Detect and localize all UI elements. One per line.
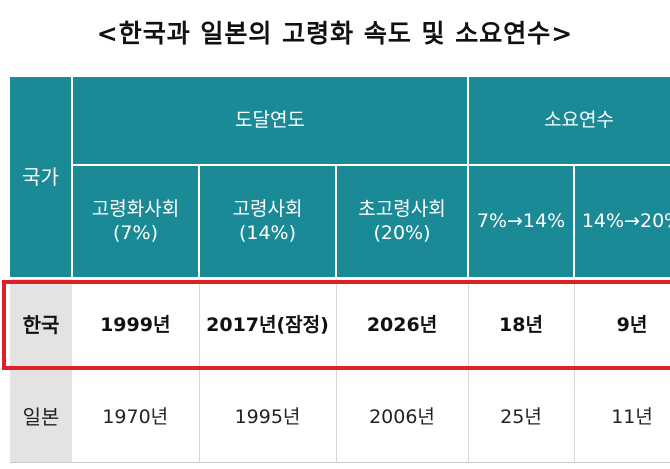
japan-super-aged-year: 2006년 xyxy=(336,368,469,463)
header-aged-society-label: 고령사회 xyxy=(232,197,303,220)
row-label-korea: 한국 xyxy=(10,278,72,369)
header-aging-society-label: 고령화사회 xyxy=(91,197,180,220)
header-aging-society: 고령화사회 (7%) xyxy=(72,165,200,279)
korea-years-7-14: 18년 xyxy=(468,278,575,369)
japan-years-14-20: 11년 xyxy=(574,368,670,463)
table-title: <한국과 일본의 고령화 속도 및 소요연수> xyxy=(96,19,574,48)
table-row-korea: 한국 1999년 2017년(잠정) 2026년 18년 9년 xyxy=(10,278,670,369)
header-14-to-20: 14%→20% xyxy=(574,165,670,279)
header-aged-society: 고령사회 (14%) xyxy=(199,165,337,279)
header-aged-society-pct: (14%) xyxy=(238,221,297,244)
korea-aged-year: 2017년(잠정) xyxy=(199,278,337,369)
table-row-japan: 일본 1970년 1995년 2006년 25년 11년 xyxy=(10,368,670,463)
japan-years-7-14: 25년 xyxy=(468,368,575,463)
header-7-to-14: 7%→14% xyxy=(468,165,576,279)
japan-aging-year: 1970년 xyxy=(72,368,200,463)
korea-years-14-20: 9년 xyxy=(574,278,670,369)
header-super-aged-society-pct: (20%) xyxy=(373,221,431,244)
header-country: 국가 xyxy=(10,77,73,279)
japan-aged-year: 1995년 xyxy=(199,368,337,463)
header-super-aged-society: 초고령사회 (20%) xyxy=(336,165,470,279)
header-reach-year: 도달연도 xyxy=(72,77,470,166)
row-label-japan: 일본 xyxy=(10,368,72,463)
header-required-years: 소요연수 xyxy=(468,77,670,166)
korea-super-aged-year: 2026년 xyxy=(336,278,469,369)
korea-aging-year: 1999년 xyxy=(72,278,200,369)
aging-comparison-table: 국가 도달연도 소요연수 고령화사회 (7%) 고령사회 (14%) 초고령사회… xyxy=(10,77,670,463)
header-super-aged-society-label: 초고령사회 xyxy=(358,197,446,220)
header-aging-society-pct: (7%) xyxy=(113,221,158,244)
